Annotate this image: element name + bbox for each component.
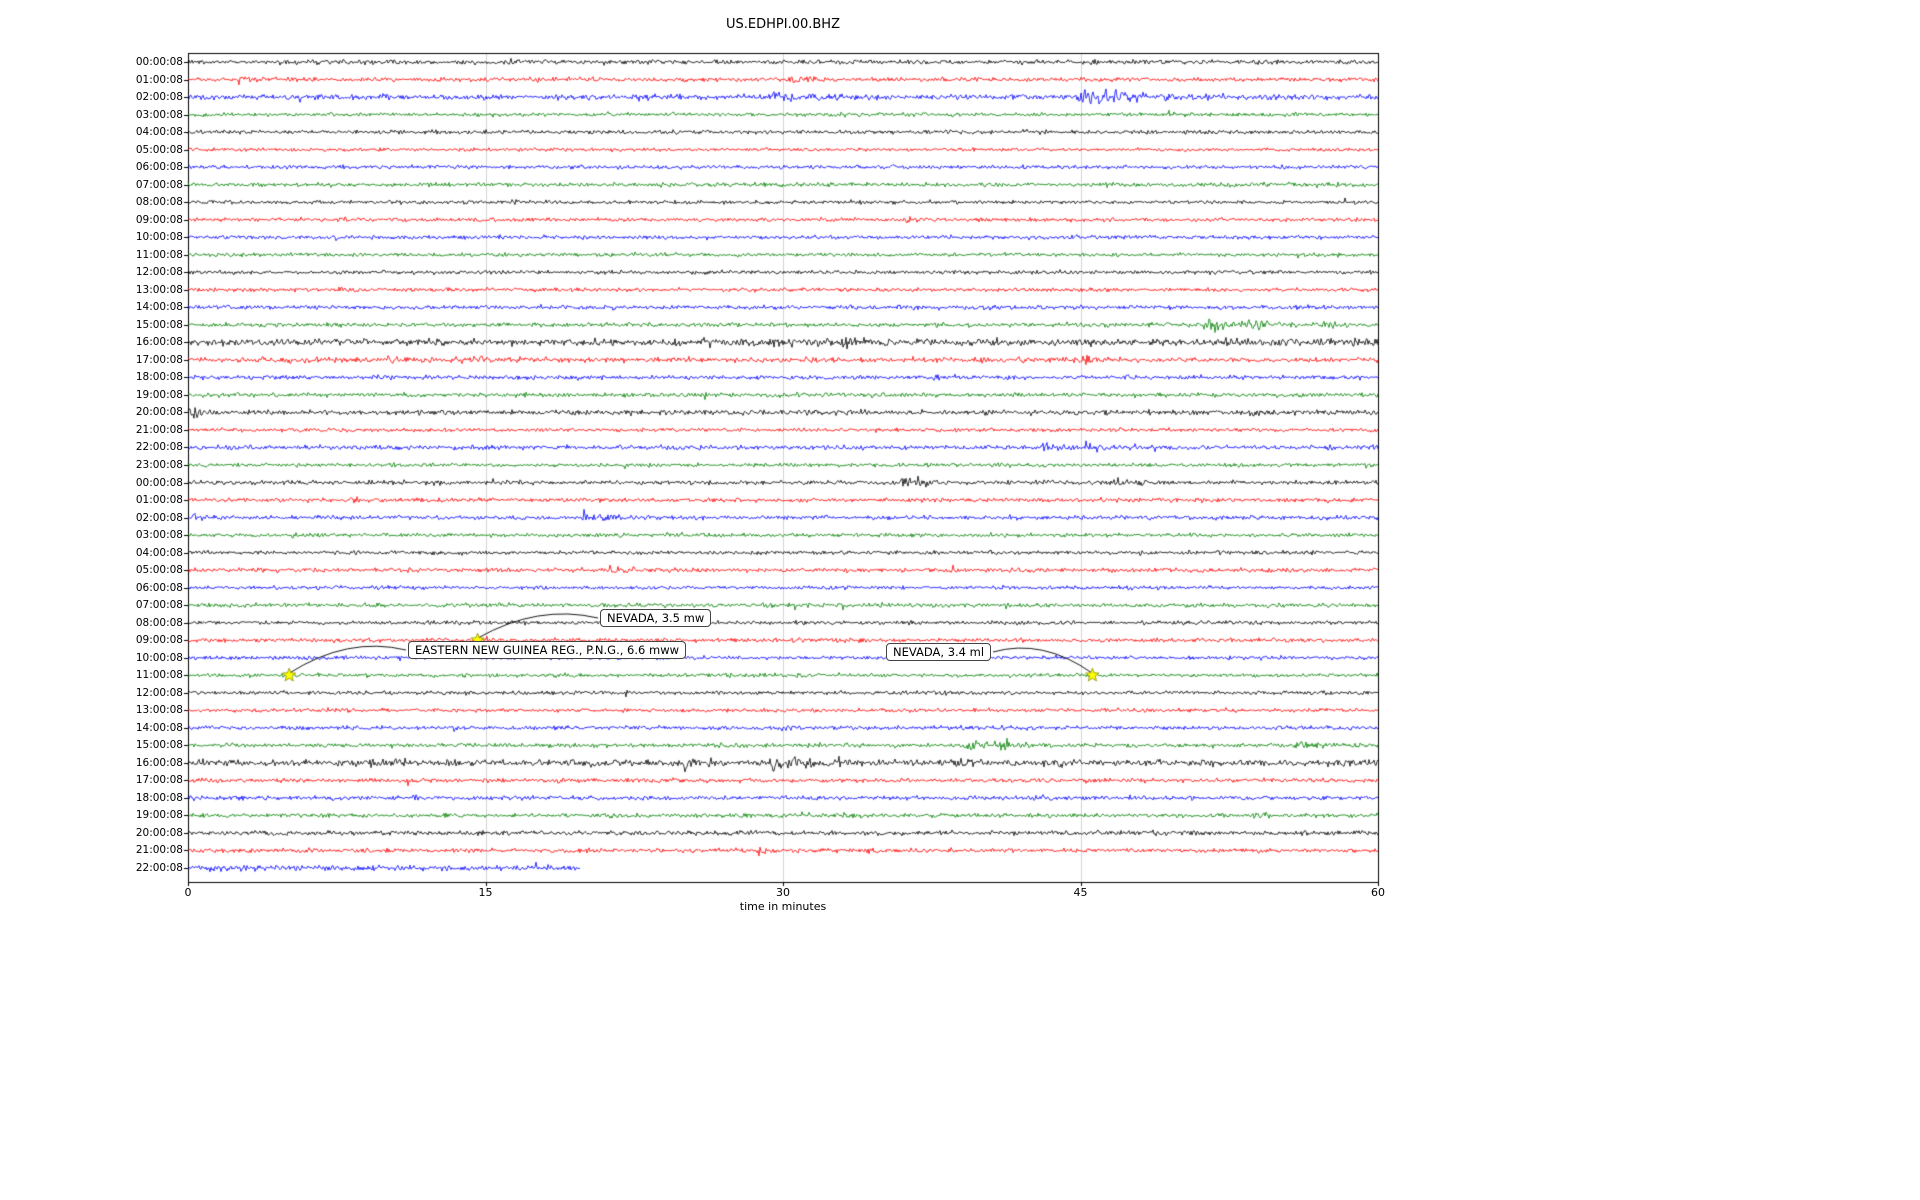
trace-label: 11:00:08 [135, 248, 183, 261]
trace-label: 12:00:08 [135, 686, 183, 699]
trace-label: 05:00:08 [135, 564, 183, 577]
trace-label: 02:00:08 [135, 91, 183, 104]
trace-label: 22:00:08 [135, 862, 183, 874]
trace-label: 06:00:08 [135, 161, 183, 174]
trace-label: 08:00:08 [135, 196, 183, 209]
trace-label: 10:00:08 [135, 651, 183, 664]
trace-label: 18:00:08 [135, 791, 183, 804]
trace-label: 15:00:08 [135, 318, 183, 331]
event-annotation: EASTERN NEW GUINEA REG., P.N.G., 6.6 mww [408, 641, 687, 659]
trace-label: 09:00:08 [135, 634, 183, 647]
trace-label: 13:00:08 [135, 704, 183, 717]
trace-label: 06:00:08 [135, 581, 183, 594]
event-annotation: NEVADA, 3.4 ml [886, 643, 992, 661]
x-tick-label: 45 [1073, 886, 1088, 899]
trace-label: 22:00:08 [135, 441, 183, 454]
x-axis-label: time in minutes [739, 900, 827, 913]
trace-label: 07:00:08 [135, 178, 183, 191]
trace-label: 16:00:08 [135, 756, 183, 769]
trace-label: 08:00:08 [135, 616, 183, 629]
x-tick-label: 60 [1371, 886, 1385, 899]
trace-label: 20:00:08 [135, 826, 183, 839]
trace-label: 13:00:08 [135, 283, 183, 296]
trace-label: 00:00:08 [135, 56, 183, 68]
trace-label: 16:00:08 [135, 336, 183, 349]
trace-label: 05:00:08 [135, 143, 183, 156]
trace-label: 17:00:08 [135, 353, 183, 366]
trace-label: 11:00:08 [135, 669, 183, 682]
trace-label: 03:00:08 [135, 529, 183, 542]
trace-label: 00:00:08 [135, 476, 183, 489]
trace-label: 21:00:08 [135, 423, 183, 436]
trace-label: 14:00:08 [135, 721, 183, 734]
trace-label: 01:00:08 [135, 494, 183, 507]
trace-label: 09:00:08 [135, 213, 183, 226]
trace-label: 02:00:08 [135, 511, 183, 524]
trace-label: 04:00:08 [135, 126, 183, 139]
trace-label: 23:00:08 [135, 459, 183, 471]
trace-label: 07:00:08 [135, 599, 183, 612]
trace-label: 12:00:08 [135, 266, 183, 279]
trace-label: 10:00:08 [135, 231, 183, 244]
trace-label: 17:00:08 [135, 774, 183, 787]
trace-label: 04:00:08 [135, 546, 183, 559]
trace-label: 14:00:08 [135, 301, 183, 314]
trace-label: 03:00:08 [135, 108, 183, 121]
event-annotation: NEVADA, 3.5 mw [600, 609, 712, 627]
trace-label: 20:00:08 [135, 406, 183, 419]
x-tick-label: 15 [478, 886, 493, 899]
trace-label: 01:00:08 [135, 73, 183, 86]
trace-label: 18:00:08 [135, 371, 183, 384]
trace-label: 15:00:08 [135, 739, 183, 752]
trace-label: 19:00:08 [135, 388, 183, 401]
trace-label: 21:00:08 [135, 844, 183, 857]
trace-label: 19:00:08 [135, 809, 183, 822]
x-tick-label: 0 [184, 886, 192, 899]
chart-title: US.EDHPI.00.BHZ [726, 17, 840, 32]
x-tick-label: 30 [776, 886, 790, 899]
